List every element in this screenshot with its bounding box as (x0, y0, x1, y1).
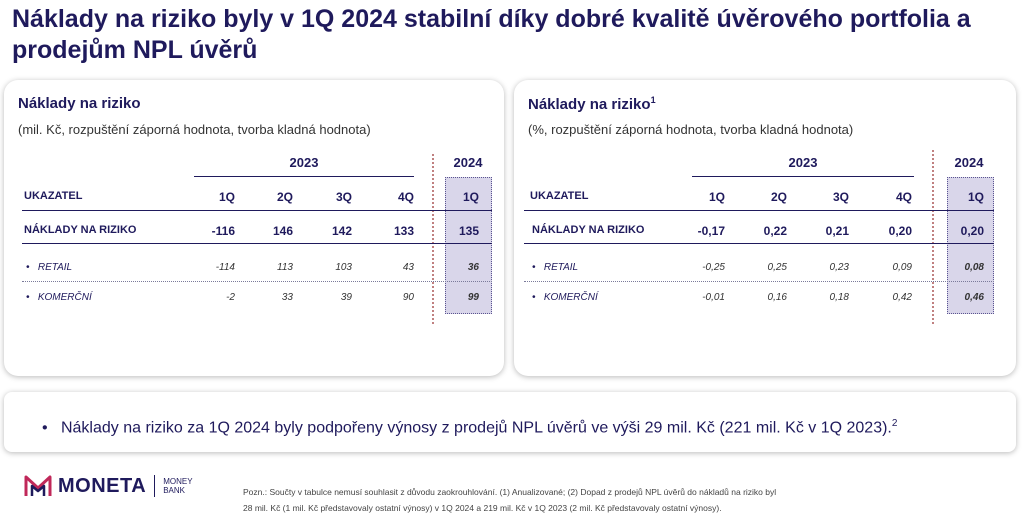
cost-of-risk-mil-card: Náklady na riziko (mil. Kč, rozpuštění z… (4, 80, 504, 376)
quarter-header: 2Q (276, 190, 293, 204)
table-cell: 146 (272, 224, 293, 238)
footnote-line: Pozn.: Součty v tabulce nemusí souhlasit… (243, 487, 777, 497)
row-label: NÁKLADY NA RIZIKO (532, 224, 645, 236)
table-cell: 0,42 (892, 292, 912, 303)
summary-note: • Náklady na riziko za 1Q 2024 byly podp… (4, 392, 1016, 452)
summary-note-text: • Náklady na riziko za 1Q 2024 byly podp… (42, 418, 898, 437)
table-cell: 43 (402, 262, 414, 273)
moneta-logo: MONETA MONEY BANK (24, 474, 193, 498)
table-cell: 113 (277, 262, 293, 273)
table-cell: 0,09 (892, 262, 912, 273)
row-rule (22, 243, 492, 244)
card-subtitle: (%, rozpuštění záporná hodnota, tvorba k… (528, 122, 854, 137)
header-rule (22, 210, 492, 211)
quarter-header: 3Q (832, 190, 849, 204)
table-cell: -116 (211, 224, 235, 238)
table-cell: 0,46 (964, 292, 984, 303)
table-cell: 90 (402, 292, 414, 303)
table-cell: 0,21 (825, 224, 849, 238)
table-cell: -0,17 (697, 224, 725, 238)
table-cell: -114 (215, 262, 235, 273)
cost-of-risk-table: 2023 2024 UKAZATEL 1Q 2Q 3Q 4Q 1Q NÁKLAD… (514, 80, 1016, 376)
table-cell: -2 (226, 292, 235, 303)
quarter-header: 2Q (770, 190, 787, 204)
year-2023-header: 2023 (788, 155, 818, 170)
year-underline (194, 176, 414, 177)
table-cell: 36 (467, 262, 479, 273)
year-2024-header: 2024 (453, 155, 483, 170)
row-label: • RETAIL (532, 262, 579, 273)
table-cell: 39 (340, 292, 352, 303)
quarter-header: 1Q (462, 190, 479, 204)
header-label: UKAZATEL (24, 190, 83, 202)
row-rule (524, 243, 994, 244)
logo-wordmark: MONETA (58, 474, 147, 497)
table-cell: 0,23 (829, 262, 849, 273)
quarter-header: 3Q (335, 190, 352, 204)
card-title: Náklady na riziko (18, 95, 141, 112)
card-subtitle: (mil. Kč, rozpuštění záporná hodnota, tv… (18, 122, 371, 137)
table-cell: -0,01 (702, 292, 725, 303)
year-divider (932, 150, 934, 324)
table-cell: 135 (458, 224, 479, 238)
quarter-header: 1Q (708, 190, 725, 204)
current-year-highlight (947, 177, 994, 314)
table-cell: 0,18 (829, 292, 849, 303)
row-rule (22, 281, 492, 282)
row-label: • KOMERČNÍ (26, 292, 92, 303)
table-cell: 142 (331, 224, 352, 238)
row-label: • KOMERČNÍ (532, 292, 598, 303)
row-label: NÁKLADY NA RIZIKO (24, 224, 137, 236)
table-cell: 0,20 (888, 224, 912, 238)
quarter-header: 4Q (397, 190, 414, 204)
quarter-header: 4Q (895, 190, 912, 204)
moneta-logo-icon (24, 475, 52, 496)
row-label: • RETAIL (26, 262, 73, 273)
quarter-header: 1Q (218, 190, 235, 204)
table-cell: 133 (393, 224, 414, 238)
year-2024-header: 2024 (954, 155, 984, 170)
cost-of-risk-table: 2023 2024 UKAZATEL 1Q 2Q 3Q 4Q 1Q NÁKLAD… (4, 80, 504, 376)
header-label: UKAZATEL (530, 190, 589, 202)
table-cell: -0,25 (702, 262, 725, 273)
table-cell: 103 (335, 262, 352, 273)
logo-separator (154, 475, 156, 497)
year-divider (432, 154, 434, 324)
cost-of-risk-pct-card: Náklady na riziko1 (%, rozpuštění záporn… (514, 80, 1016, 376)
card-title: Náklady na riziko1 (528, 95, 656, 113)
table-cell: 0,08 (964, 262, 984, 273)
footnote: Pozn.: Součty v tabulce nemusí souhlasit… (243, 484, 893, 516)
header-rule (524, 210, 994, 211)
table-cell: 99 (467, 292, 479, 303)
quarter-header: 1Q (967, 190, 984, 204)
year-2023-header: 2023 (289, 155, 319, 170)
table-cell: 0,20 (960, 224, 984, 238)
table-cell: 0,22 (763, 224, 787, 238)
table-cell: 33 (281, 292, 293, 303)
year-underline (692, 176, 914, 177)
page-title: Náklady na riziko byly v 1Q 2024 stabiln… (12, 5, 971, 64)
logo-subtext: MONEY BANK (163, 477, 193, 495)
row-rule (524, 281, 994, 282)
table-cell: 0,16 (767, 292, 787, 303)
footnote-line: 28 mil. Kč (1 mil. Kč představovaly osta… (243, 503, 722, 513)
current-year-highlight (445, 177, 492, 314)
table-cell: 0,25 (767, 262, 787, 273)
